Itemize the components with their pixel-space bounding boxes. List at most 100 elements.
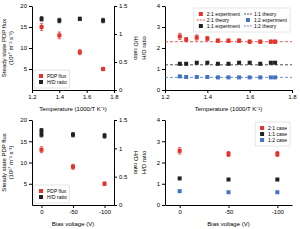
- tick: 1.4: [204, 90, 213, 100]
- tick: 1.6: [246, 90, 255, 100]
- error-bar: [227, 151, 230, 156]
- tick: -100: [272, 205, 285, 215]
- tick: -100: [99, 205, 112, 215]
- tick-label: 1.4: [56, 94, 65, 100]
- axis: 0-50-100: [166, 205, 293, 215]
- tick-mark: [162, 184, 165, 185]
- tick-label: 15: [20, 139, 27, 145]
- reference-line: [165, 64, 292, 65]
- tick: 0: [40, 205, 44, 215]
- tick: 3: [157, 24, 165, 30]
- tick-label: 1: [157, 66, 161, 72]
- tick-label: 20: [20, 3, 27, 9]
- tick-mark: [162, 27, 165, 28]
- axis-line: [33, 90, 115, 91]
- tick-label: 0: [40, 209, 44, 215]
- error-bar: [227, 178, 230, 180]
- error-bar: [102, 18, 105, 22]
- error-bar: [274, 62, 277, 64]
- tick: 4: [157, 3, 165, 9]
- y-axis-title: Steady state PDP flux(10¹⁷ m⁻² s⁻¹): [1, 133, 14, 191]
- tick-mark: [162, 163, 165, 164]
- point: [205, 61, 209, 65]
- tick-mark: [114, 62, 117, 63]
- point: [275, 152, 279, 156]
- tick-label: 1: [157, 181, 161, 187]
- series: [40, 17, 106, 23]
- tick-mark: [29, 69, 32, 70]
- error-bar: [40, 147, 43, 153]
- tick-label: 1.4: [204, 94, 213, 100]
- tick-label: 0: [119, 202, 123, 208]
- tick: 5: [24, 66, 32, 72]
- legend-label: 1:1 experiment: [207, 23, 241, 29]
- tick-label: 5: [24, 181, 28, 187]
- tick: 1.8: [110, 90, 119, 100]
- legend-label: 1:2 theory: [254, 23, 277, 29]
- axis-line: [32, 121, 33, 206]
- error-bar: [102, 67, 105, 70]
- error-bar: [178, 33, 181, 39]
- tick-label: 20: [20, 117, 27, 123]
- tick-label: 0: [157, 87, 161, 93]
- tick-mark: [29, 48, 32, 49]
- tick-label: 10: [20, 45, 27, 51]
- tick-mark: [114, 6, 117, 7]
- plot-area: [40, 17, 106, 71]
- tick-mark: [162, 120, 165, 121]
- series: [165, 64, 292, 65]
- series: [178, 148, 280, 157]
- legend-box: [194, 8, 290, 32]
- series: [40, 24, 106, 71]
- point: [275, 190, 279, 194]
- tick-mark: [277, 205, 278, 208]
- tick: 20: [20, 3, 32, 9]
- point: [205, 75, 209, 79]
- x-axis-title: Temperature (1000/T K⁻¹): [195, 106, 263, 112]
- y-axis-title: Steady state PDP flux(10¹⁷ m⁻² s⁻¹): [1, 19, 14, 77]
- point: [178, 176, 182, 180]
- tick-mark: [207, 90, 208, 93]
- tick-label: -100: [272, 209, 285, 215]
- point: [195, 36, 199, 40]
- tick: 1: [157, 181, 165, 187]
- tick: -50: [225, 205, 234, 215]
- point: [103, 182, 107, 186]
- legend-swatch: [244, 26, 252, 27]
- error-bar: [269, 62, 272, 64]
- panel: 1.21.41.61.8510152000.511.5Temperature (…: [1, 3, 139, 112]
- legend-item: H/D ratio: [39, 79, 67, 85]
- error-bar: [58, 18, 61, 22]
- tick: 0.5: [114, 59, 128, 65]
- tick: 1.5: [114, 117, 128, 123]
- tick-mark: [162, 69, 165, 70]
- series: [178, 74, 277, 79]
- tick-label: 1.5: [119, 3, 128, 9]
- plot-area: [178, 148, 280, 195]
- tick: 10: [20, 160, 32, 166]
- point: [184, 75, 188, 79]
- point: [227, 178, 231, 182]
- tick-mark: [114, 148, 117, 149]
- tick: 3: [157, 139, 165, 145]
- legend-box: [34, 70, 70, 88]
- legend-item: 1:2 theory: [244, 23, 277, 29]
- error-bar: [40, 132, 43, 137]
- tick-label: 0.5: [119, 174, 128, 180]
- point: [39, 148, 43, 152]
- legend-swatch: [39, 80, 43, 84]
- legend: 2:1 experiment2:1 theory1:1 experiment1:…: [194, 8, 290, 32]
- legend-swatch: [260, 126, 264, 130]
- panel: 1.21.41.61.801234Temperature (1000/T K⁻¹…: [141, 3, 297, 112]
- error-bar: [78, 17, 81, 20]
- error-bar: [276, 151, 279, 156]
- tick-mark: [250, 90, 251, 93]
- tick-label: 1.6: [83, 94, 92, 100]
- tick-label: 4: [157, 117, 161, 123]
- error-bar: [206, 62, 209, 64]
- error-bar: [40, 24, 43, 31]
- error-bar: [238, 62, 241, 64]
- tick: 15: [20, 139, 32, 145]
- point: [184, 38, 188, 42]
- point: [178, 34, 182, 38]
